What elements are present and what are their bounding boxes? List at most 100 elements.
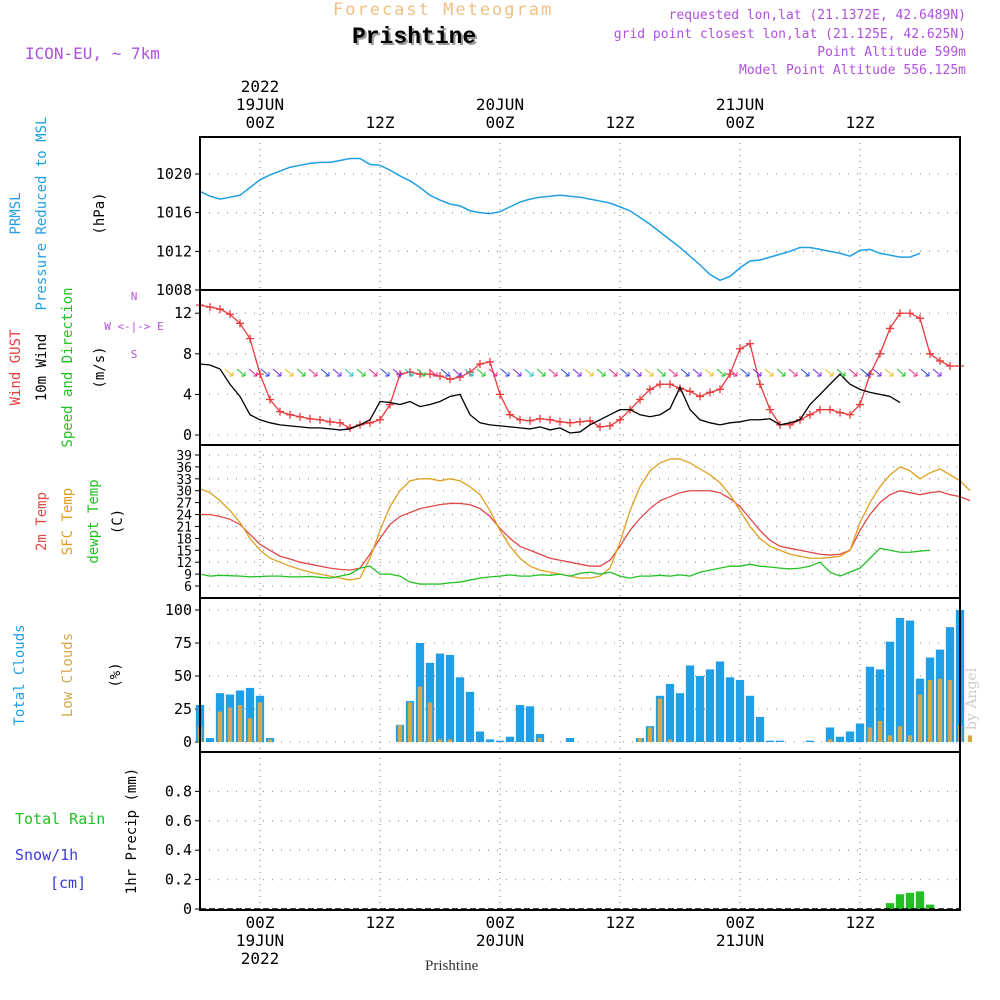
time-label-bottom: 12Z <box>606 913 635 932</box>
gust-marker <box>846 410 854 419</box>
total-cloud-bar <box>465 691 475 742</box>
gust-marker <box>736 344 744 353</box>
wind-direction-arrow <box>872 368 882 377</box>
total-cloud-bar <box>565 738 575 742</box>
wind-direction-arrow <box>908 368 918 377</box>
low-cloud-bar <box>247 718 253 742</box>
total-cloud-bar <box>885 641 895 742</box>
gust-marker <box>696 392 704 401</box>
panel-label-pressure-1: Pressure Reduced to MSL <box>34 117 50 311</box>
gust-marker <box>376 415 384 424</box>
gust-marker <box>636 395 644 404</box>
total-cloud-bar <box>805 740 815 742</box>
wind-direction-arrow <box>572 368 582 377</box>
gust-marker <box>326 417 334 426</box>
gust-marker <box>766 405 774 414</box>
wind-direction-arrow <box>860 368 870 377</box>
wind-direction-arrow <box>668 368 678 377</box>
gust-marker <box>756 380 764 389</box>
low-cloud-bar <box>437 739 443 742</box>
wind-direction-arrow <box>368 368 378 377</box>
gust-marker <box>906 309 914 318</box>
gust-marker <box>596 422 604 431</box>
y-tick-label: 0 <box>183 900 192 918</box>
gust-marker <box>506 410 514 419</box>
wind-direction-arrow <box>932 368 942 377</box>
time-label-bottom: 20JUN <box>476 931 524 950</box>
wind-direction-arrow <box>536 368 546 377</box>
y-tick-label: 4 <box>183 385 192 403</box>
gust-marker <box>496 390 504 399</box>
gust-marker <box>586 416 594 425</box>
series-line-pressure <box>199 157 921 282</box>
gust-marker <box>306 414 314 423</box>
time-label-bottom: 21JUN <box>716 931 764 950</box>
y-tick-label: 75 <box>174 634 192 652</box>
gust-marker <box>556 417 564 426</box>
gust-marker <box>216 305 224 314</box>
gust-marker <box>236 319 244 328</box>
wind-direction-arrow <box>512 368 522 377</box>
wind-direction-arrow <box>440 368 450 377</box>
y-tick-label: 0.2 <box>165 871 192 889</box>
wind-direction-arrow <box>428 368 438 377</box>
total-cloud-bar <box>685 665 695 742</box>
time-label-bottom: 00Z <box>486 913 515 932</box>
gust-marker <box>746 339 754 348</box>
time-label-bottom: 12Z <box>846 913 875 932</box>
wind-direction-arrow <box>764 368 774 377</box>
total-cloud-bar <box>495 740 505 742</box>
total-cloud-bar <box>835 736 845 742</box>
wind-direction-arrow <box>788 368 798 377</box>
compass-south: S <box>131 348 138 361</box>
gust-marker <box>856 400 864 409</box>
gust-marker <box>476 359 484 368</box>
total-cloud-bar <box>755 716 765 742</box>
wind-direction-arrow <box>476 368 486 377</box>
time-label-top: 20JUN <box>476 95 524 114</box>
low-cloud-bar <box>877 720 883 742</box>
gust-marker <box>656 380 664 389</box>
y-tick-label: 50 <box>174 667 192 685</box>
gust-marker <box>726 370 734 379</box>
low-cloud-bar <box>397 724 403 742</box>
low-cloud-bar <box>947 679 953 742</box>
panel-label-precip-3: 1hr Precip (mm) <box>124 768 140 894</box>
series-line-wind <box>199 363 901 434</box>
wind-direction-arrow <box>620 368 630 377</box>
rain-bar <box>925 904 935 909</box>
requested-coordinates: requested lon,lat (21.1372E, 42.6489N) <box>668 8 966 23</box>
wind-direction-arrow <box>812 368 822 377</box>
gust-marker <box>316 415 324 424</box>
wind-direction-arrow <box>740 368 750 377</box>
gust-marker <box>456 373 464 382</box>
compass-west-east: W <-|-> E <box>104 320 164 333</box>
low-cloud-bar <box>927 679 933 742</box>
panel-frame-pressure <box>199 136 961 291</box>
total-cloud-bar <box>675 693 685 742</box>
time-label-bottom: 19JUN <box>236 931 284 950</box>
panel-label-temperature-0: 2m Temp <box>34 492 50 551</box>
total-cloud-bar <box>715 661 725 742</box>
wind-direction-arrow <box>656 368 666 377</box>
gust-marker <box>916 314 924 323</box>
gust-marker <box>286 410 294 419</box>
gust-marker <box>706 388 714 397</box>
y-tick-label: 18 <box>176 532 192 547</box>
total-cloud-bar <box>665 683 675 742</box>
low-cloud-bar <box>227 707 233 742</box>
panel-label-wind-2: Speed and Direction <box>60 287 76 447</box>
panel-label-temperature-1: SFC Temp <box>60 488 76 555</box>
time-label-top: 00Z <box>486 113 515 132</box>
total-cloud-bar <box>505 736 515 742</box>
y-tick-label: 25 <box>174 700 192 718</box>
wind-direction-arrow <box>548 368 558 377</box>
y-tick-label: 30 <box>176 485 192 500</box>
total-cloud-bar <box>825 727 835 742</box>
wind-direction-arrow <box>308 368 318 377</box>
gust-marker <box>606 421 614 430</box>
gust-marker <box>646 385 654 394</box>
gust-marker <box>536 414 544 423</box>
total-cloud-bar <box>525 706 535 742</box>
y-tick-label: 15 <box>176 544 192 559</box>
